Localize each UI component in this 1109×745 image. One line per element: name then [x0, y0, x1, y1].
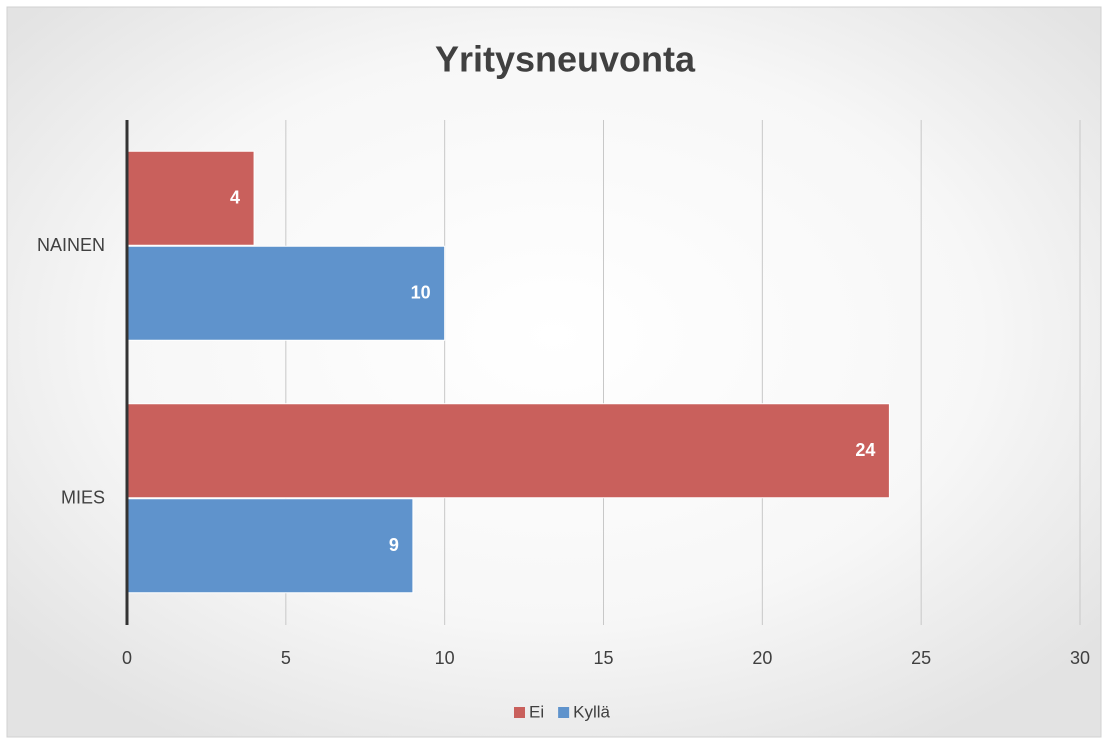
data-label: 24 — [855, 440, 875, 460]
chart-background — [6, 6, 1102, 738]
data-label: 4 — [230, 188, 240, 208]
x-tick-label: 15 — [593, 648, 613, 668]
x-tick-label: 20 — [752, 648, 772, 668]
data-label: 9 — [389, 535, 399, 555]
bar — [126, 403, 890, 499]
chart-title: Yritysneuvonta — [435, 39, 696, 80]
bar — [126, 498, 414, 594]
x-tick-label: 0 — [122, 648, 132, 668]
x-tick-label: 25 — [911, 648, 931, 668]
legend-label: Kyllä — [573, 702, 610, 721]
x-tick-label: 10 — [435, 648, 455, 668]
legend-label: Ei — [529, 702, 544, 721]
y-tick-label: NAINEN — [37, 235, 105, 255]
x-tick-label: 30 — [1070, 648, 1090, 668]
legend-swatch — [514, 707, 525, 718]
y-tick-label: MIES — [61, 488, 105, 508]
legend-swatch — [558, 707, 570, 718]
x-tick-label: 5 — [281, 648, 291, 668]
data-label: 10 — [411, 283, 431, 303]
bar — [126, 245, 446, 341]
